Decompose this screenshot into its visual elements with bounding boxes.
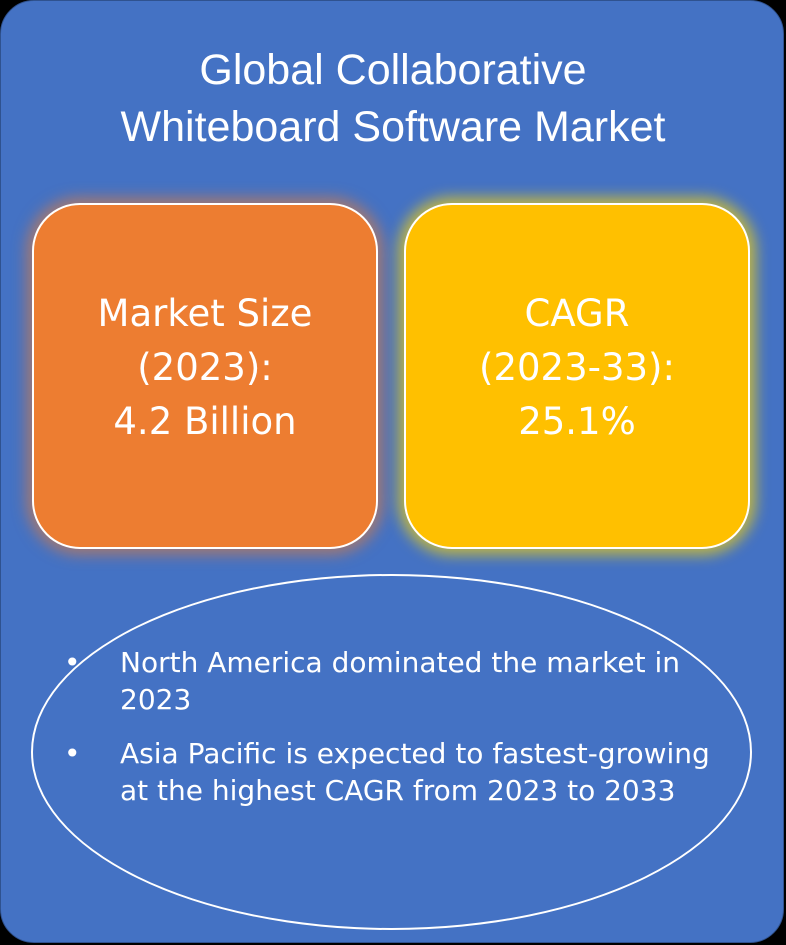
title-line-1: Global Collaborative: [199, 46, 587, 94]
cagr-period: (2023-33):: [479, 346, 675, 389]
page-title: Global Collaborative Whiteboard Software…: [0, 42, 786, 156]
highlight-text-2: Asia Pacific is expected to fastest-grow…: [120, 737, 710, 807]
market-size-value: 4.2 Billion: [113, 400, 297, 443]
cagr-label: CAGR: [524, 292, 630, 335]
market-size-card: Market Size (2023): 4.2 Billion: [32, 203, 378, 549]
highlight-item-1: • North America dominated the market in …: [60, 644, 720, 718]
title-line-2: Whiteboard Software Market: [120, 103, 666, 151]
highlights-list: • North America dominated the market in …: [60, 644, 720, 826]
market-size-year: (2023):: [137, 346, 273, 389]
bullet-icon: •: [64, 737, 81, 770]
highlight-item-2: • Asia Pacific is expected to fastest-gr…: [60, 735, 720, 809]
cagr-value: 25.1%: [518, 400, 636, 443]
highlight-text-1: North America dominated the market in 20…: [120, 646, 680, 716]
market-size-text: Market Size (2023): 4.2 Billion: [98, 287, 313, 449]
cagr-text: CAGR (2023-33): 25.1%: [479, 287, 675, 449]
highlights-oval: [31, 574, 752, 930]
market-size-label: Market Size: [97, 292, 313, 335]
bullet-icon: •: [64, 646, 81, 679]
cagr-card: CAGR (2023-33): 25.1%: [404, 203, 750, 549]
